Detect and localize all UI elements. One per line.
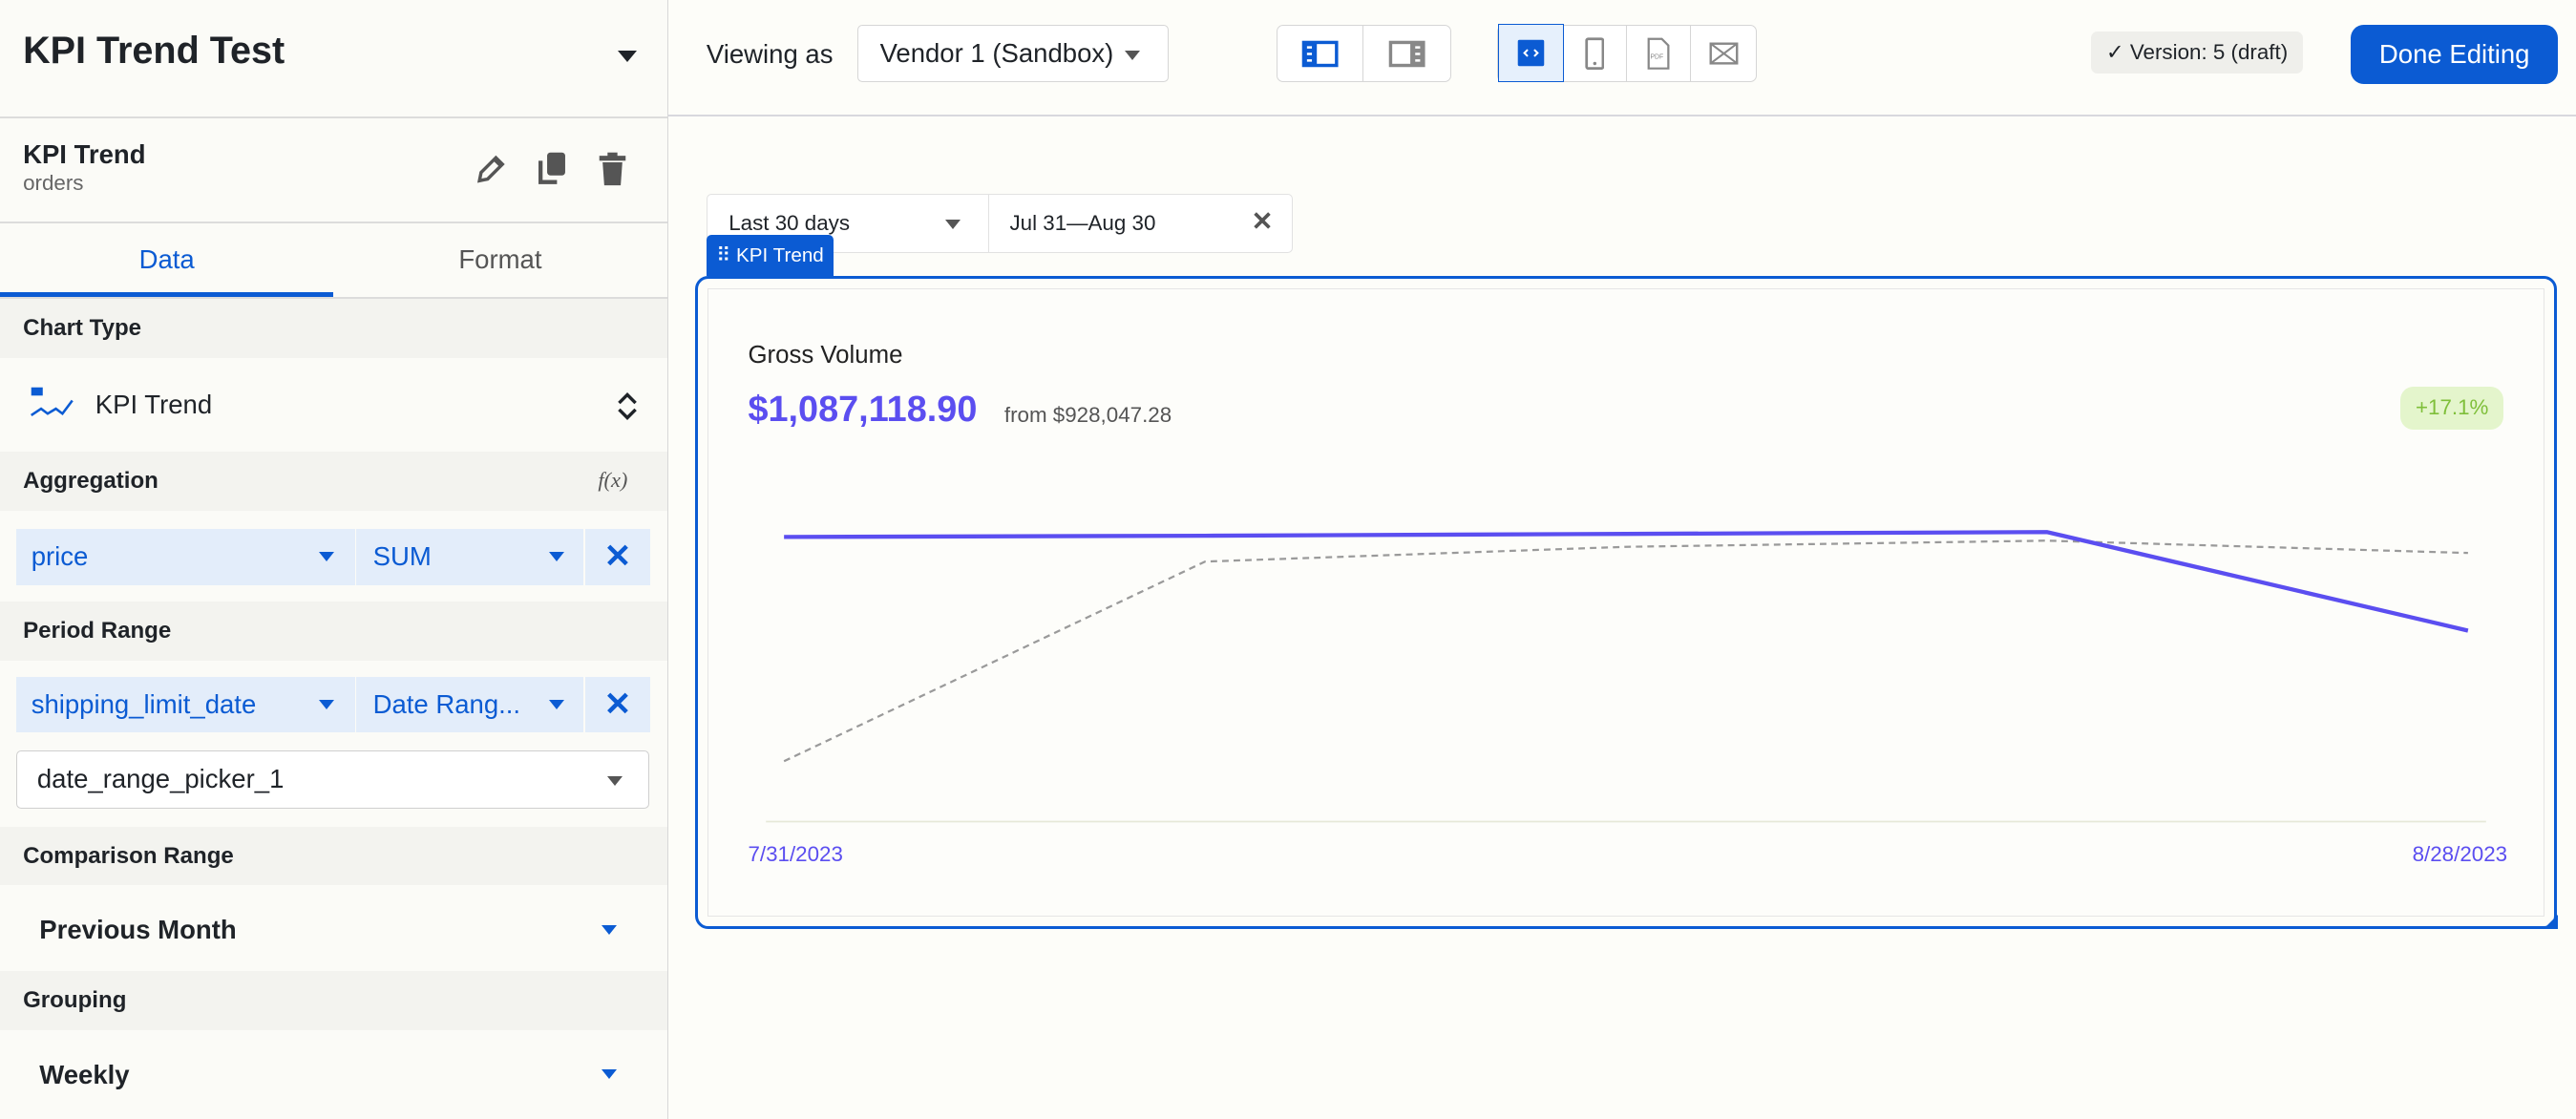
kpi-value: $1,087,118.90 [748, 390, 978, 431]
chart-type-select[interactable]: KPI Trend [0, 358, 667, 450]
remove-period-button[interactable]: ✕ [584, 676, 651, 733]
x-tick-label-start: 7/31/2023 [748, 841, 843, 866]
version-text: Version: 5 (draft) [2129, 39, 2289, 64]
chart-type-value: KPI Trend [95, 389, 213, 419]
panel-left-icon [1301, 40, 1339, 67]
drag-handle-icon[interactable]: ⠿ [716, 244, 731, 267]
duplicate-icon[interactable] [536, 151, 568, 187]
version-badge[interactable]: ✓ Version: 5 (draft) [2091, 31, 2303, 74]
app-title: KPI Trend Test [23, 29, 285, 72]
x-tick-label-end: 8/28/2023 [2412, 841, 2508, 866]
component-name: KPI Trend [23, 139, 146, 170]
comparison-range-label: Comparison Range [0, 826, 667, 886]
period-type-select[interactable]: Date Rang... [356, 676, 583, 733]
dropdown-caret-icon [318, 700, 334, 709]
email-preview-button[interactable] [1692, 26, 1756, 82]
layout-toggle-group [1276, 24, 1451, 83]
done-editing-button[interactable]: Done Editing [2351, 24, 2559, 84]
period-type-value: Date Rang... [372, 688, 521, 719]
dropdown-caret-icon [601, 1069, 617, 1079]
component-tag[interactable]: ⠿ KPI Trend [706, 235, 834, 277]
mobile-phone-icon [1585, 37, 1605, 70]
kpi-title: Gross Volume [748, 342, 903, 369]
chart-type-label: Chart Type [0, 299, 667, 359]
component-tag-label: KPI Trend [736, 244, 824, 267]
up-down-chevron-icon [618, 391, 638, 420]
kpi-change-badge: +17.1% [2400, 386, 2503, 430]
pdf-preview-button[interactable]: PDF [1627, 25, 1691, 82]
aggregation-field-select[interactable]: price [16, 529, 355, 585]
tab-format[interactable]: Format [458, 244, 542, 274]
period-field-select[interactable]: shipping_limit_date [16, 676, 355, 733]
viewing-as-label: Viewing as [706, 39, 834, 70]
code-window-icon [1517, 39, 1544, 67]
delete-trash-icon[interactable] [598, 151, 627, 187]
sidebar: KPI Trend Test KPI Trend orders Data For… [0, 0, 668, 1119]
dropdown-caret-icon [318, 552, 334, 561]
current-series-line [784, 530, 2469, 633]
aggregation-func-select[interactable]: SUM [356, 529, 583, 585]
formula-fx-icon[interactable]: f(x) [598, 468, 628, 493]
period-field-value: shipping_limit_date [31, 688, 257, 719]
left-panel-layout-button[interactable] [1277, 25, 1364, 82]
aggregation-func-value: SUM [372, 541, 432, 572]
date-range-value[interactable]: Jul 31—Aug 30 [1009, 211, 1156, 236]
grouping-value: Weekly [39, 1059, 130, 1089]
kpi-card: Gross Volume $1,087,118.90 from $928,047… [707, 288, 2544, 917]
viewing-as-value: Vendor 1 (Sandbox) [879, 37, 1114, 68]
web-preview-button[interactable] [1497, 24, 1564, 82]
aggregation-field-value: price [31, 541, 89, 572]
date-preset-select[interactable]: Last 30 days [707, 195, 990, 253]
mobile-preview-button[interactable] [1563, 25, 1627, 82]
dropdown-caret-icon [945, 219, 961, 229]
viewing-as-select[interactable]: Vendor 1 (Sandbox) [857, 24, 1169, 83]
svg-text:PDF: PDF [1651, 53, 1664, 60]
kpi-trend-component[interactable]: Gross Volume $1,087,118.90 from $928,047… [694, 276, 2558, 930]
kpi-comparison: from $928,047.28 [1003, 403, 1172, 428]
date-preset-value: Last 30 days [728, 211, 851, 236]
dropdown-caret-icon [601, 924, 617, 935]
grouping-select[interactable]: Weekly [0, 1032, 667, 1114]
right-panel-layout-button[interactable] [1364, 26, 1449, 82]
comparison-series-line [783, 539, 2469, 763]
grouping-label: Grouping [0, 970, 667, 1030]
dropdown-caret-icon [606, 776, 623, 786]
comparison-range-select[interactable]: Previous Month [0, 887, 667, 969]
aggregation-label: Aggregation [0, 452, 667, 512]
edit-pencil-icon[interactable] [475, 153, 507, 185]
dropdown-caret-icon [548, 552, 564, 561]
period-range-label: Period Range [0, 601, 667, 661]
date-range-picker-select[interactable]: date_range_picker_1 [16, 750, 649, 809]
date-range-picker-value: date_range_picker_1 [36, 764, 285, 794]
app-menu-caret-icon[interactable] [617, 51, 637, 63]
preview-mode-group: PDF [1496, 24, 1757, 83]
comparison-range-value: Previous Month [39, 915, 237, 945]
clear-date-icon[interactable]: ✕ [1251, 206, 1274, 237]
resize-handle[interactable] [2543, 915, 2558, 930]
email-envelope-icon [1709, 42, 1739, 65]
pdf-file-icon: PDF [1647, 37, 1670, 70]
remove-aggregation-button[interactable]: ✕ [584, 529, 651, 585]
dropdown-caret-icon [548, 700, 564, 709]
panel-right-icon [1388, 40, 1425, 67]
kpi-trend-chart [766, 530, 2486, 823]
tab-data[interactable]: Data [0, 223, 334, 298]
dropdown-caret-icon [1124, 50, 1140, 60]
component-source: orders [23, 170, 84, 195]
kpi-trend-chart-icon [30, 388, 74, 417]
